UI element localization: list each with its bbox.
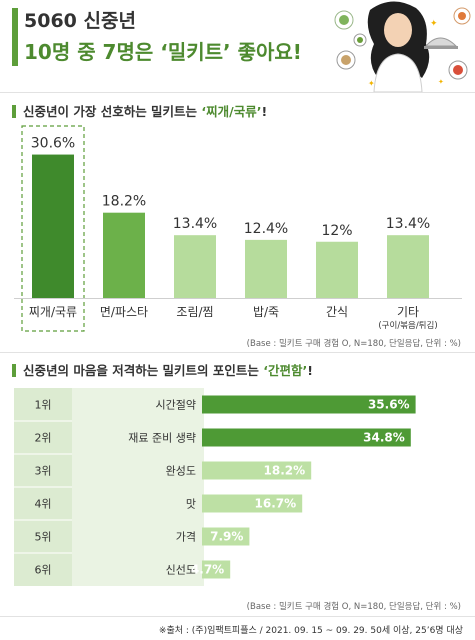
chef-illustration: ✦ ✦ ✦: [334, 1, 471, 92]
section1-base-note: (Base : 밀키트 구매 경험 O, N=180, 단일응답, 단위 : %…: [246, 339, 461, 349]
bar-category-label: 조림/찜: [176, 305, 213, 319]
reason-label: 재료 준비 생략: [128, 432, 196, 445]
bar-value-label: 13.4%: [386, 216, 430, 232]
bar-category-label: 찌개/국류: [29, 305, 77, 319]
hbar-value-label: 7.9%: [210, 530, 243, 544]
title-accent-bar: [12, 8, 18, 66]
bar-1: [32, 154, 74, 298]
section2-title-highlight: ‘간편함’: [263, 363, 308, 378]
svg-text:✦: ✦: [430, 19, 438, 29]
hbar-1: [202, 395, 416, 414]
rank-label: 6위: [34, 564, 51, 577]
bar-3: [174, 235, 216, 298]
bar-6: [387, 235, 429, 298]
bar-2: [103, 212, 145, 298]
reason-label: 가격: [176, 531, 196, 544]
hbar-3: [202, 461, 312, 480]
reason-label: 완성도: [166, 465, 196, 478]
highlight-frame: [21, 125, 85, 332]
header: 5060 신중년 10명 중 7명은 ‘밀키트’ 좋아요! ✦ ✦ ✦: [0, 0, 475, 92]
divider: [0, 92, 475, 93]
section1-title-prefix: 신중년이 가장 선호하는 밀키트는: [23, 104, 202, 119]
svg-text:✦: ✦: [438, 78, 444, 86]
reason-hbar-chart: 1위 시간절약 35.6% 2위 재료 준비 생략 34.8% 3위 완성도 18.2% 4위 맛 1…: [14, 388, 416, 586]
divider: [0, 616, 475, 617]
rank-label: 5위: [34, 531, 51, 544]
section1-title-marker: [12, 105, 16, 118]
hbar-value-label: 34.8%: [363, 431, 405, 445]
section1-title-highlight: ‘찌개/국류’: [201, 104, 262, 119]
section2-title-suffix: !: [307, 363, 313, 378]
rank-label: 2위: [34, 432, 51, 445]
rank-label: 1위: [34, 399, 51, 412]
chef-body-shape: [373, 53, 423, 92]
hbar-value-label: 35.6%: [368, 398, 410, 412]
chef-face-shape: [384, 13, 412, 47]
hbar-value-label: 16.7%: [255, 497, 297, 511]
bar-4: [245, 239, 287, 298]
hbar-6: [202, 560, 231, 579]
section2-title: 신중년의 마음을 저격하는 밀키트의 포인트는 ‘간편함’!: [12, 360, 313, 379]
divider: [0, 352, 475, 353]
page-title-line1: 5060 신중년: [24, 10, 136, 32]
cloche-icon: [424, 37, 458, 47]
svg-text:✦: ✦: [368, 79, 375, 88]
section1-title: 신중년이 가장 선호하는 밀키트는 ‘찌개/국류’!: [12, 101, 267, 120]
bar-value-label: 13.4%: [173, 216, 217, 232]
bar-5: [316, 241, 358, 298]
rank-label: 3위: [34, 465, 51, 478]
bar-category-label: 면/파스타: [100, 305, 148, 319]
hbar-value-label: 4.7%: [191, 563, 224, 577]
hbar-2: [202, 428, 411, 447]
hbar-value-label: 18.2%: [264, 464, 306, 478]
bar-value-label: 12.4%: [244, 221, 288, 237]
section2-base-note: (Base : 밀키트 구매 경험 O, N=180, 단일응답, 단위 : %…: [246, 602, 461, 612]
hbar-5: [202, 527, 250, 546]
page-title-line2: 10명 중 7명은 ‘밀키트’ 좋아요!: [24, 40, 302, 64]
bar-category-label: 간식: [326, 305, 348, 319]
bar-category-label: 밥/죽: [253, 305, 279, 319]
bar-value-label: 18.2%: [102, 194, 146, 210]
reason-label: 신선도: [166, 564, 196, 577]
bar-value-label: 12%: [321, 223, 352, 239]
preference-bar-chart: 30.6% 찌개/국류 18.2% 면/파스타 13.4% 조림/찜 12.4% 밥/죽 12%…: [14, 125, 462, 332]
bar-category-label: 기타: [397, 305, 419, 319]
reason-label: 맛: [186, 498, 196, 511]
reason-label: 시간절약: [156, 398, 196, 412]
bar-category-sublabel: (구이/볶음/튀김): [378, 320, 437, 331]
hbar-4: [202, 494, 303, 513]
bar-value-label: 30.6%: [31, 136, 75, 152]
rank-label: 4위: [34, 498, 51, 511]
section2-title-marker: [12, 364, 16, 377]
source-note: ※출처 : (주)임팩트피플스 / 2021. 09. 15 ~ 09. 29.…: [158, 626, 463, 636]
section1-title-suffix: !: [261, 104, 268, 119]
section2-title-prefix: 신중년의 마음을 저격하는 밀키트의 포인트는: [23, 363, 264, 378]
